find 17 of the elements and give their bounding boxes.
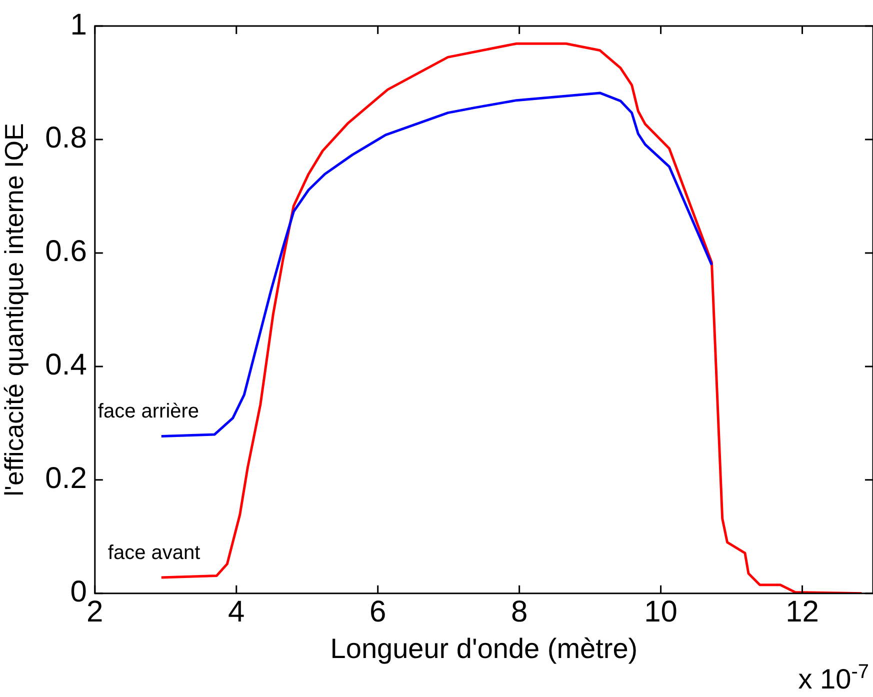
y-tick-label: 0.6	[45, 235, 87, 268]
y-tick-label: 0	[70, 576, 87, 609]
y-tick-label: 0.4	[45, 348, 87, 382]
x-tick-label: 2	[86, 596, 104, 629]
series-label: face arrière	[98, 400, 200, 423]
x-tick-label: 8	[510, 596, 528, 629]
x-tick-label: 6	[370, 596, 386, 629]
series-label: face avant	[108, 542, 201, 564]
y-axis-title: l'efficacité quantique interne IQE	[0, 123, 29, 496]
text: x 10$^{-7}$	[798, 660, 869, 695]
x-tick-label: 4	[228, 596, 245, 629]
x-axis-title: Longueur d'onde (mètre)	[330, 632, 638, 664]
x-tick-label: 10	[644, 596, 678, 629]
y-tick-label: 1	[70, 8, 87, 42]
y-tick-label: 0.8	[45, 122, 87, 155]
x-tick-label: 12	[786, 596, 819, 629]
y-tick-label: 0.2	[45, 462, 87, 496]
